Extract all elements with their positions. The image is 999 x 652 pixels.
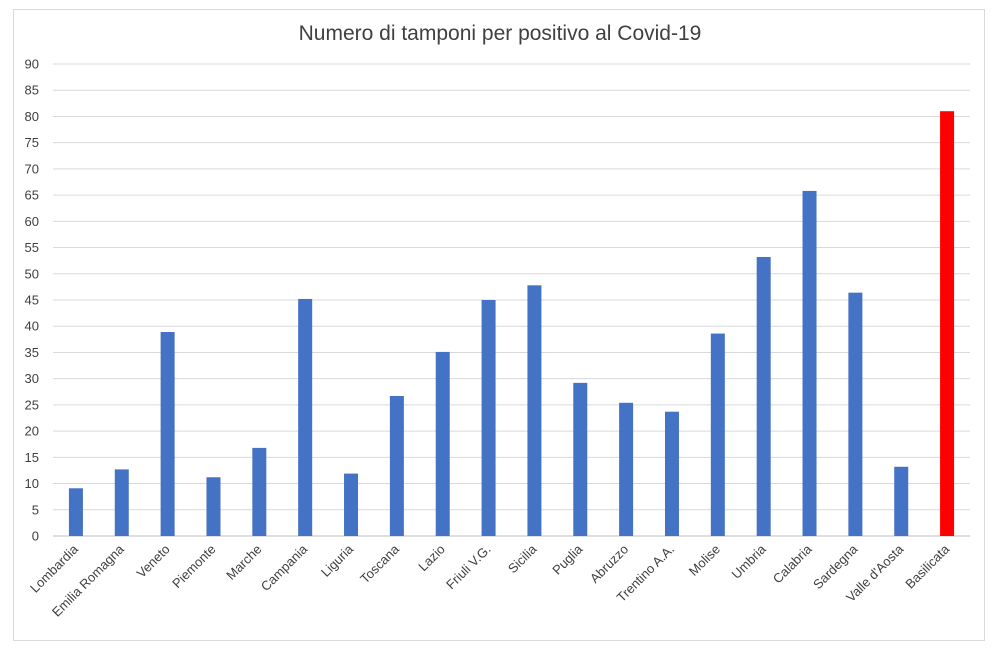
y-tick-label: 0 bbox=[32, 529, 39, 544]
bar-lazio bbox=[435, 351, 450, 536]
x-category-label: Toscana bbox=[357, 541, 402, 586]
y-tick-label: 40 bbox=[25, 319, 39, 334]
y-tick-label: 85 bbox=[25, 83, 39, 98]
y-tick-label: 75 bbox=[25, 135, 39, 150]
y-tick-label: 70 bbox=[25, 161, 39, 176]
x-category-label: Puglia bbox=[549, 541, 586, 578]
bar-basilicata bbox=[940, 111, 955, 536]
y-tick-label: 35 bbox=[25, 345, 39, 360]
bar-umbria bbox=[756, 256, 771, 536]
bar-trentino-a-a- bbox=[664, 411, 679, 536]
x-category-label: Basilicata bbox=[902, 541, 952, 591]
x-category-label: Friuli V.G. bbox=[443, 542, 494, 593]
y-tick-label: 30 bbox=[25, 371, 39, 386]
x-category-label: Lazio bbox=[415, 542, 448, 575]
y-tick-label: 5 bbox=[32, 502, 39, 517]
x-category-label: Veneto bbox=[134, 542, 173, 581]
chart-title: Numero di tamponi per positivo al Covid-… bbox=[299, 22, 702, 45]
bar-emilia-romagna bbox=[114, 469, 129, 536]
x-category-label: Molise bbox=[686, 542, 723, 579]
bar-valle-d-aosta bbox=[894, 466, 909, 536]
x-category-label: Umbria bbox=[729, 541, 770, 582]
y-tick-label: 20 bbox=[25, 424, 39, 439]
bar-molise bbox=[710, 333, 725, 536]
y-tick-label: 90 bbox=[25, 57, 39, 72]
x-category-label: Piemonte bbox=[169, 542, 218, 591]
bar-lombardia bbox=[68, 488, 83, 536]
bar-friuli-v-g- bbox=[481, 300, 496, 536]
y-tick-label: 80 bbox=[25, 109, 39, 124]
bar-sicilia bbox=[527, 285, 542, 536]
y-tick-label: 15 bbox=[25, 450, 39, 465]
bar-marche bbox=[252, 447, 267, 536]
x-category-label: Liguria bbox=[318, 541, 357, 580]
bar-sardegna bbox=[848, 292, 863, 536]
bar-calabria bbox=[802, 190, 817, 536]
y-tick-label: 65 bbox=[25, 188, 39, 203]
x-category-label: Marche bbox=[223, 542, 264, 583]
bar-abruzzo bbox=[619, 402, 634, 536]
y-tick-label: 25 bbox=[25, 397, 39, 412]
y-tick-label: 45 bbox=[25, 293, 39, 308]
bar-puglia bbox=[573, 382, 588, 536]
y-tick-label: 50 bbox=[25, 266, 39, 281]
y-tick-label: 55 bbox=[25, 240, 39, 255]
y-axis-ticks: 0 5 10 15 20 25 30 35 40 45 50 55 60 65 70 75 80 85 90 bbox=[25, 57, 39, 544]
x-category-label: Calabria bbox=[770, 541, 815, 586]
bar-piemonte bbox=[206, 477, 221, 536]
x-category-label: Abruzzo bbox=[587, 542, 631, 586]
bar-liguria bbox=[344, 473, 359, 536]
bars bbox=[68, 111, 955, 536]
y-tick-label: 10 bbox=[25, 476, 39, 491]
x-category-label: Sicilia bbox=[505, 541, 540, 576]
gridlines bbox=[53, 63, 970, 537]
bar-campania bbox=[298, 298, 313, 536]
x-category-label: Campania bbox=[258, 541, 311, 594]
bar-toscana bbox=[389, 395, 404, 536]
y-tick-label: 60 bbox=[25, 214, 39, 229]
bar-veneto bbox=[160, 331, 175, 536]
